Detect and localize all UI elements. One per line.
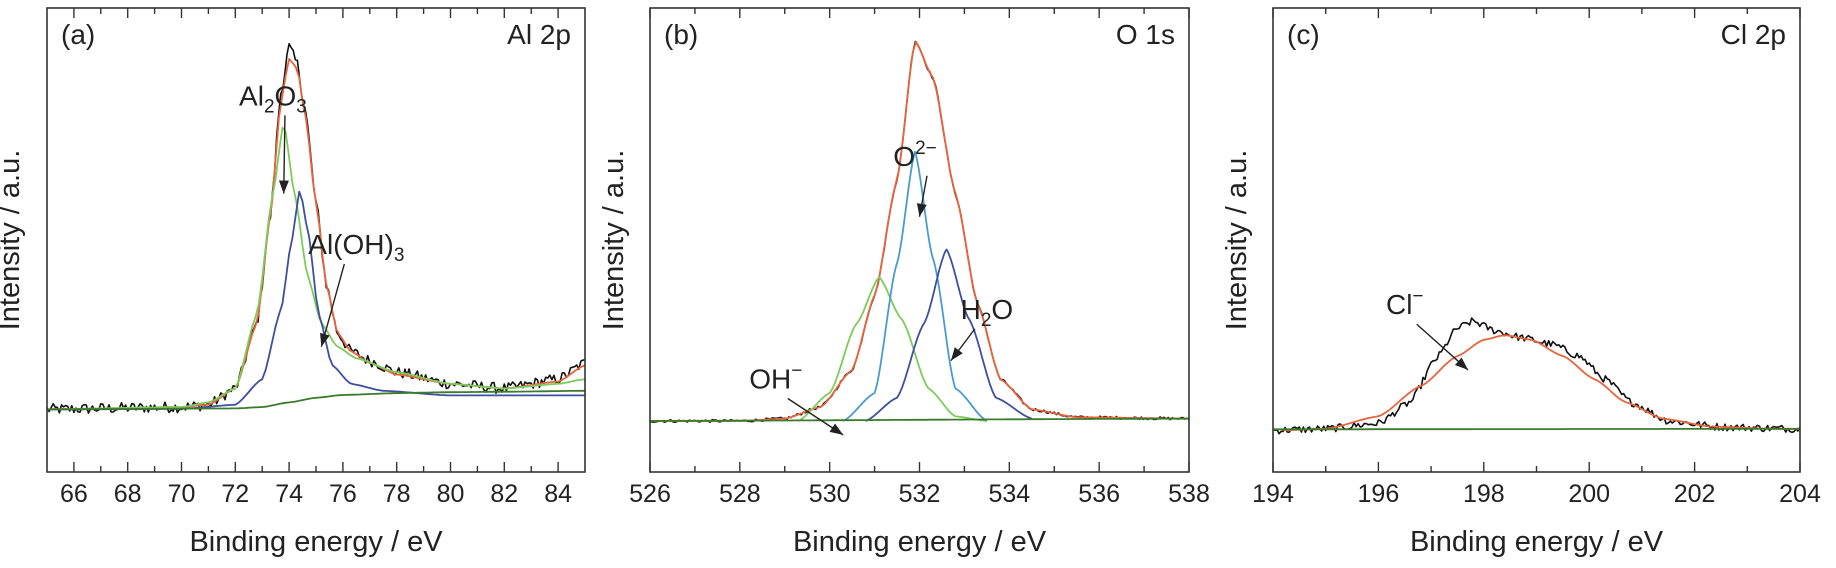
annotation-arrow-head <box>916 203 927 217</box>
x-tick-label: 198 <box>1463 480 1505 508</box>
annotation-arrow-head <box>829 423 844 435</box>
annotation: Al2O3 <box>239 80 307 194</box>
annotation-arrow-head <box>1454 357 1468 370</box>
series-aloh3-line <box>47 190 585 411</box>
series-h2o-line <box>865 248 1033 422</box>
x-axis-label: Binding energy / eV <box>793 526 1047 558</box>
x-tick-label: 528 <box>719 480 761 508</box>
series-o2-line <box>842 150 988 422</box>
x-tick-label: 202 <box>1674 480 1716 508</box>
x-tick-label: 532 <box>899 480 941 508</box>
chart-panel-c: 194 196 198 200 202 204 Binding energy / eV Int… <box>1221 7 1821 558</box>
annotation-arrow-line <box>283 115 286 194</box>
annotation-arrow-head <box>950 347 963 361</box>
series-envelope-line <box>650 40 1189 422</box>
x-tick-label: 68 <box>114 480 142 508</box>
y-axis-label: Intensity / a.u. <box>598 150 630 331</box>
panel-title: Cl 2p <box>1721 19 1786 50</box>
series-al2o3-line <box>46 126 586 411</box>
x-tick-label: 526 <box>629 480 671 508</box>
panel-title: O 1s <box>1116 19 1175 50</box>
annotation: Cl− <box>1386 286 1469 371</box>
x-tick-label: 82 <box>490 480 518 508</box>
series-background-line <box>650 417 1189 422</box>
series-background-line <box>1273 427 1800 431</box>
plot-frame <box>1272 7 1801 473</box>
annotation-label: OH− <box>749 360 802 394</box>
annotation: H2O <box>950 294 1014 362</box>
x-tick-label: 194 <box>1252 480 1294 508</box>
panel-label: (c) <box>1287 19 1320 50</box>
annotation-label: H2O <box>961 294 1014 331</box>
x-tick-label: 72 <box>221 480 249 508</box>
x-tick-label: 534 <box>988 480 1030 508</box>
x-tick-label: 76 <box>329 480 357 508</box>
x-tick-label: 196 <box>1358 480 1400 508</box>
x-tick-label: 204 <box>1779 480 1821 508</box>
chart-panel-b: 526 528 530 532 534 536 538 Binding energy / eV… <box>598 7 1210 558</box>
annotation-label: Cl− <box>1386 286 1424 320</box>
plot-frame <box>649 7 1190 473</box>
x-tick-label: 530 <box>809 480 851 508</box>
x-tick-label: 536 <box>1078 480 1120 508</box>
series-oh-line <box>797 276 987 422</box>
panel-title: Al 2p <box>507 19 571 50</box>
x-axis-label: Binding energy / eV <box>1410 526 1664 558</box>
x-tick-label: 66 <box>60 480 88 508</box>
annotation: Al(OH)3 <box>308 229 404 347</box>
series-raw-line <box>1272 317 1801 435</box>
annotation-label: Al(OH)3 <box>308 229 404 266</box>
x-tick-label: 80 <box>437 480 465 508</box>
x-tick-label: 84 <box>544 480 572 508</box>
x-tick-label: 78 <box>383 480 411 508</box>
x-tick-label: 538 <box>1168 480 1210 508</box>
annotation-arrow-line <box>320 263 346 347</box>
x-tick-label: 200 <box>1568 480 1610 508</box>
y-axis-label: Intensity / a.u. <box>0 150 26 331</box>
annotation-arrow-head <box>278 180 289 194</box>
x-axis-label: Binding energy / eV <box>189 526 443 558</box>
series-background-line <box>47 389 585 411</box>
x-tick-label: 74 <box>275 480 303 508</box>
panel-label: (b) <box>664 19 698 50</box>
annotation: OH− <box>749 360 844 436</box>
series-envelope-line <box>1283 334 1800 432</box>
y-axis-label: Intensity / a.u. <box>1221 150 1253 331</box>
panel-label: (a) <box>61 19 95 50</box>
x-tick-label: 70 <box>168 480 196 508</box>
annotation-label: Al2O3 <box>239 80 307 117</box>
annotation-label: O2− <box>893 138 936 172</box>
annotation-arrow-head <box>320 332 330 347</box>
chart-panel-a: 66 68 70 72 74 76 78 80 82 84 Binding energy / eV I… <box>0 7 586 558</box>
annotation: O2− <box>893 138 937 217</box>
